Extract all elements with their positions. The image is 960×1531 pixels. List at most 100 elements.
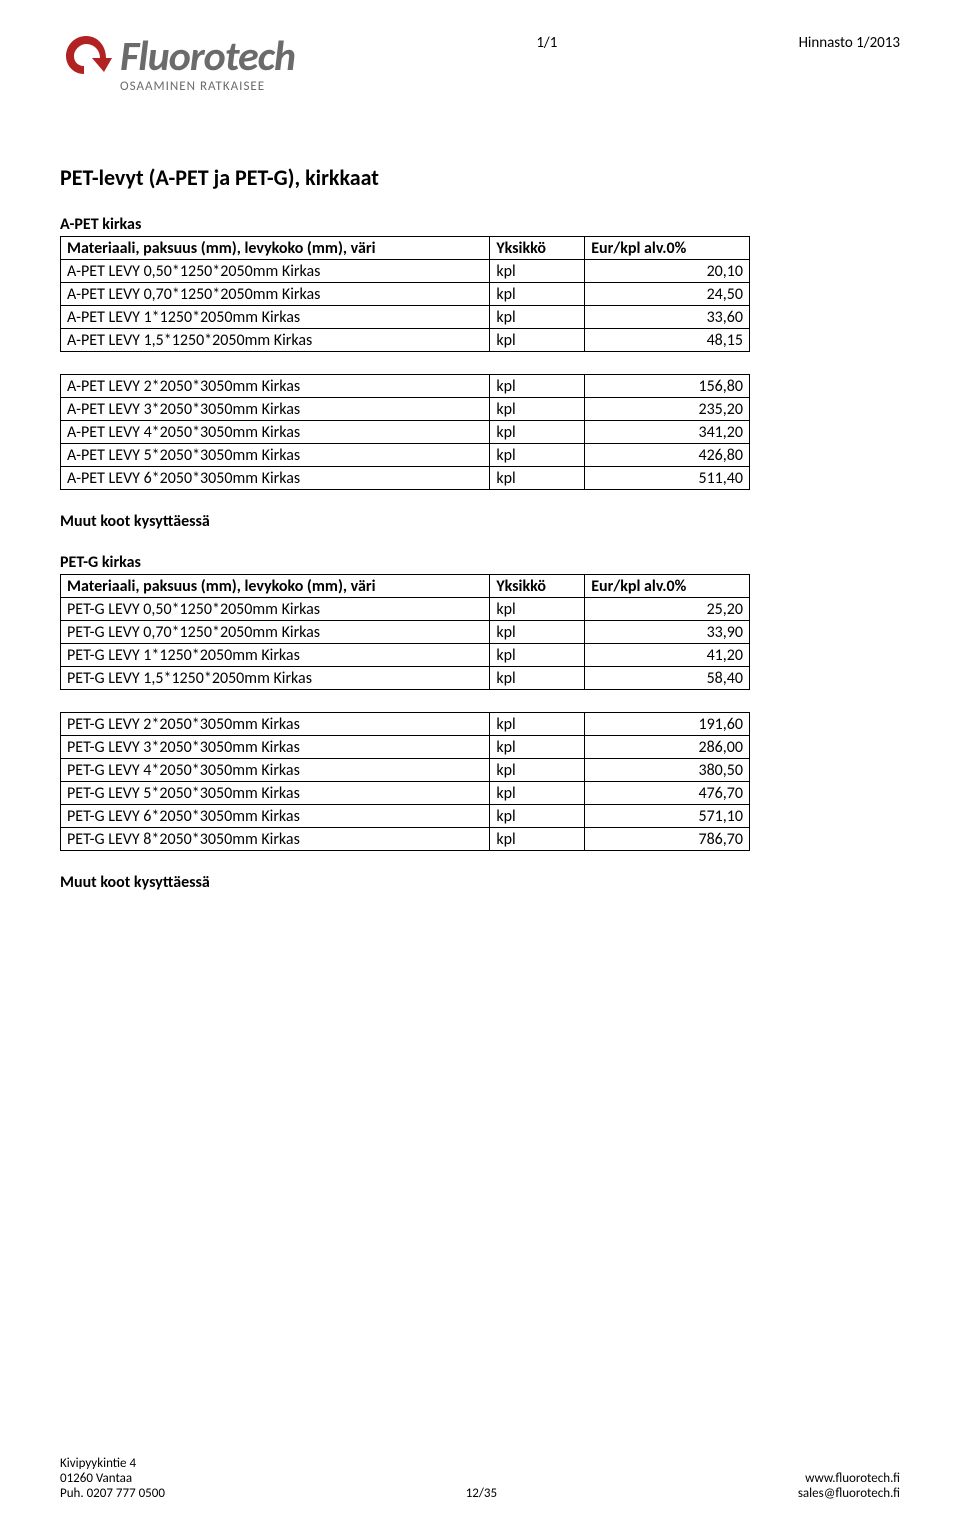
cell-unit: kpl bbox=[490, 759, 585, 782]
cell-description: PET-G LEVY 6*2050*3050mm Kirkas bbox=[61, 805, 490, 828]
cell-unit: kpl bbox=[490, 329, 585, 352]
cell-description: PET-G LEVY 3*2050*3050mm Kirkas bbox=[61, 736, 490, 759]
cell-price: 41,20 bbox=[585, 644, 750, 667]
logo-block: Fluorotech OSAAMINEN RATKAISEE bbox=[60, 30, 295, 94]
footer-email: sales@fluorotech.fi bbox=[798, 1486, 900, 1501]
cell-unit: kpl bbox=[490, 398, 585, 421]
cell-unit: kpl bbox=[490, 283, 585, 306]
cell-description: A-PET LEVY 4*2050*3050mm Kirkas bbox=[61, 421, 490, 444]
page-title: PET-levyt (A-PET ja PET-G), kirkkaat bbox=[60, 164, 900, 191]
cell-description: PET-G LEVY 0,50*1250*2050mm Kirkas bbox=[61, 598, 490, 621]
table-row: PET-G LEVY 1*1250*2050mm Kirkaskpl41,20 bbox=[61, 644, 750, 667]
cell-description: PET-G LEVY 5*2050*3050mm Kirkas bbox=[61, 782, 490, 805]
cell-description: PET-G LEVY 2*2050*3050mm Kirkas bbox=[61, 713, 490, 736]
note-sizes-1: Muut koot kysyttäessä bbox=[60, 512, 900, 531]
table-row: PET-G LEVY 1,5*1250*2050mm Kirkaskpl58,4… bbox=[61, 667, 750, 690]
cell-price: 191,60 bbox=[585, 713, 750, 736]
col-header-price: Eur/kpl alv.0% bbox=[585, 575, 750, 598]
cell-unit: kpl bbox=[490, 598, 585, 621]
table-row: A-PET LEVY 1,5*1250*2050mm Kirkaskpl48,1… bbox=[61, 329, 750, 352]
cell-description: A-PET LEVY 3*2050*3050mm Kirkas bbox=[61, 398, 490, 421]
cell-price: 286,00 bbox=[585, 736, 750, 759]
cell-unit: kpl bbox=[490, 621, 585, 644]
page: Fluorotech OSAAMINEN RATKAISEE 1/1 Hinna… bbox=[0, 0, 960, 1531]
table-row: PET-G LEVY 0,50*1250*2050mm Kirkaskpl25,… bbox=[61, 598, 750, 621]
table-row: PET-G LEVY 2*2050*3050mm Kirkaskpl191,60 bbox=[61, 713, 750, 736]
note-sizes-2: Muut koot kysyttäessä bbox=[60, 873, 900, 892]
col-header-unit: Yksikkö bbox=[490, 237, 585, 260]
cell-price: 476,70 bbox=[585, 782, 750, 805]
cell-price: 786,70 bbox=[585, 828, 750, 851]
cell-price: 24,50 bbox=[585, 283, 750, 306]
cell-unit: kpl bbox=[490, 644, 585, 667]
logo-main: Fluorotech bbox=[60, 30, 295, 83]
cell-description: PET-G LEVY 1*1250*2050mm Kirkas bbox=[61, 644, 490, 667]
cell-unit: kpl bbox=[490, 782, 585, 805]
cell-price: 25,20 bbox=[585, 598, 750, 621]
cell-unit: kpl bbox=[490, 828, 585, 851]
table-row: A-PET LEVY 1*1250*2050mm Kirkaskpl33,60 bbox=[61, 306, 750, 329]
footer-address-1: Kivipyykintie 4 bbox=[60, 1456, 165, 1471]
col-header-desc: Materiaali, paksuus (mm), levykoko (mm),… bbox=[61, 237, 490, 260]
footer-page-number: 12/35 bbox=[466, 1486, 497, 1501]
footer-url: www.fluorotech.fi bbox=[798, 1471, 900, 1486]
cell-price: 511,40 bbox=[585, 467, 750, 490]
table-row: PET-G LEVY 0,70*1250*2050mm Kirkaskpl33,… bbox=[61, 621, 750, 644]
cell-price: 380,50 bbox=[585, 759, 750, 782]
cell-description: A-PET LEVY 0,50*1250*2050mm Kirkas bbox=[61, 260, 490, 283]
cell-unit: kpl bbox=[490, 467, 585, 490]
table-row: PET-G LEVY 4*2050*3050mm Kirkaskpl380,50 bbox=[61, 759, 750, 782]
table-row: A-PET LEVY 3*2050*3050mm Kirkaskpl235,20 bbox=[61, 398, 750, 421]
table-row: A-PET LEVY 0,50*1250*2050mm Kirkaskpl20,… bbox=[61, 260, 750, 283]
cell-price: 20,10 bbox=[585, 260, 750, 283]
table-row: A-PET LEVY 2*2050*3050mm Kirkaskpl156,80 bbox=[61, 375, 750, 398]
cell-unit: kpl bbox=[490, 713, 585, 736]
cell-description: A-PET LEVY 2*2050*3050mm Kirkas bbox=[61, 375, 490, 398]
header-row: Fluorotech OSAAMINEN RATKAISEE 1/1 Hinna… bbox=[60, 30, 900, 94]
cell-unit: kpl bbox=[490, 444, 585, 467]
table-header-row: Materiaali, paksuus (mm), levykoko (mm),… bbox=[61, 237, 750, 260]
apet-heading: A-PET kirkas bbox=[60, 215, 900, 234]
petg-table-group1: Materiaali, paksuus (mm), levykoko (mm),… bbox=[60, 574, 750, 690]
cell-price: 426,80 bbox=[585, 444, 750, 467]
petg-table-group2: PET-G LEVY 2*2050*3050mm Kirkaskpl191,60… bbox=[60, 712, 750, 851]
cell-unit: kpl bbox=[490, 736, 585, 759]
logo-text: Fluorotech bbox=[120, 31, 295, 82]
cell-unit: kpl bbox=[490, 260, 585, 283]
page-indicator: 1/1 bbox=[536, 34, 557, 52]
table-row: PET-G LEVY 6*2050*3050mm Kirkaskpl571,10 bbox=[61, 805, 750, 828]
col-header-price: Eur/kpl alv.0% bbox=[585, 237, 750, 260]
cell-description: PET-G LEVY 4*2050*3050mm Kirkas bbox=[61, 759, 490, 782]
cell-price: 235,20 bbox=[585, 398, 750, 421]
apet-table-group1: Materiaali, paksuus (mm), levykoko (mm),… bbox=[60, 236, 750, 352]
apet-table-group2: A-PET LEVY 2*2050*3050mm Kirkaskpl156,80… bbox=[60, 374, 750, 490]
cell-price: 156,80 bbox=[585, 375, 750, 398]
col-header-desc: Materiaali, paksuus (mm), levykoko (mm),… bbox=[61, 575, 490, 598]
footer-phone: Puh. 0207 777 0500 bbox=[60, 1486, 165, 1501]
cell-price: 571,10 bbox=[585, 805, 750, 828]
table-row: A-PET LEVY 5*2050*3050mm Kirkaskpl426,80 bbox=[61, 444, 750, 467]
logo-arrow-icon bbox=[60, 30, 112, 83]
cell-price: 58,40 bbox=[585, 667, 750, 690]
footer-left: Kivipyykintie 4 01260 Vantaa Puh. 0207 7… bbox=[60, 1456, 165, 1501]
logo-subtitle: OSAAMINEN RATKAISEE bbox=[120, 79, 295, 94]
cell-description: PET-G LEVY 0,70*1250*2050mm Kirkas bbox=[61, 621, 490, 644]
cell-price: 341,20 bbox=[585, 421, 750, 444]
cell-price: 48,15 bbox=[585, 329, 750, 352]
cell-description: A-PET LEVY 5*2050*3050mm Kirkas bbox=[61, 444, 490, 467]
col-header-unit: Yksikkö bbox=[490, 575, 585, 598]
cell-unit: kpl bbox=[490, 805, 585, 828]
cell-price: 33,60 bbox=[585, 306, 750, 329]
footer-address-2: 01260 Vantaa bbox=[60, 1471, 165, 1486]
footer-right: www.fluorotech.fi sales@fluorotech.fi bbox=[798, 1471, 900, 1501]
table-row: A-PET LEVY 6*2050*3050mm Kirkaskpl511,40 bbox=[61, 467, 750, 490]
cell-description: A-PET LEVY 0,70*1250*2050mm Kirkas bbox=[61, 283, 490, 306]
cell-price: 33,90 bbox=[585, 621, 750, 644]
cell-unit: kpl bbox=[490, 375, 585, 398]
table-row: PET-G LEVY 3*2050*3050mm Kirkaskpl286,00 bbox=[61, 736, 750, 759]
document-label: Hinnasto 1/2013 bbox=[799, 34, 900, 52]
table-row: A-PET LEVY 0,70*1250*2050mm Kirkaskpl24,… bbox=[61, 283, 750, 306]
cell-unit: kpl bbox=[490, 306, 585, 329]
cell-description: A-PET LEVY 6*2050*3050mm Kirkas bbox=[61, 467, 490, 490]
cell-description: PET-G LEVY 1,5*1250*2050mm Kirkas bbox=[61, 667, 490, 690]
